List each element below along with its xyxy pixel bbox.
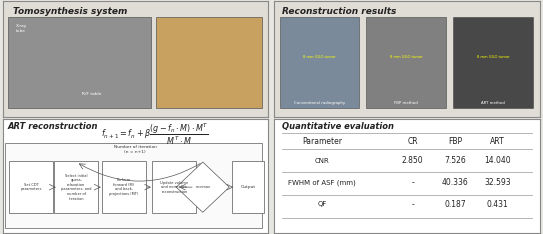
FancyBboxPatch shape bbox=[153, 161, 196, 213]
Text: -: - bbox=[411, 178, 414, 187]
Text: CR: CR bbox=[407, 137, 418, 146]
FancyBboxPatch shape bbox=[453, 17, 533, 108]
FancyBboxPatch shape bbox=[232, 161, 264, 213]
Text: 7.526: 7.526 bbox=[444, 156, 466, 165]
FancyBboxPatch shape bbox=[54, 161, 98, 213]
Text: Update volume
and normalize
reconstruction: Update volume and normalize reconstructi… bbox=[160, 181, 188, 194]
Text: Conventional radiography: Conventional radiography bbox=[294, 101, 345, 105]
FancyBboxPatch shape bbox=[367, 17, 446, 108]
Text: FWHM of ASF (mm): FWHM of ASF (mm) bbox=[288, 179, 356, 186]
Text: Select initial
guess,
relaxation
parameters, and
number of
iteration: Select initial guess, relaxation paramet… bbox=[61, 174, 92, 201]
Text: R/F table: R/F table bbox=[82, 92, 102, 96]
FancyBboxPatch shape bbox=[156, 17, 262, 108]
Text: Set CDT
parameters: Set CDT parameters bbox=[21, 183, 42, 191]
Text: 0.187: 0.187 bbox=[444, 200, 466, 209]
Text: 40.336: 40.336 bbox=[442, 178, 469, 187]
Text: 32.593: 32.593 bbox=[484, 178, 511, 187]
Text: Parameter: Parameter bbox=[302, 137, 342, 146]
Text: ART: ART bbox=[490, 137, 505, 146]
FancyBboxPatch shape bbox=[5, 143, 262, 228]
Text: Tomosynthesis system: Tomosynthesis system bbox=[14, 7, 128, 16]
Text: CNR: CNR bbox=[315, 158, 330, 164]
Text: ART method: ART method bbox=[481, 101, 505, 105]
Text: 8 mm GGO tumor: 8 mm GGO tumor bbox=[303, 55, 336, 59]
Text: Number of iteration
(n = n+1): Number of iteration (n = n+1) bbox=[114, 145, 156, 154]
Text: 0.431: 0.431 bbox=[487, 200, 509, 209]
Text: 14.040: 14.040 bbox=[484, 156, 511, 165]
Text: Output: Output bbox=[240, 185, 255, 189]
Text: X-ray
tube: X-ray tube bbox=[16, 24, 27, 33]
Text: Perform
forward (M)
and back-
projections (MT): Perform forward (M) and back- projection… bbox=[109, 178, 138, 196]
Text: 2.850: 2.850 bbox=[402, 156, 424, 165]
Text: ART reconstruction: ART reconstruction bbox=[8, 122, 98, 131]
Text: QF: QF bbox=[318, 201, 327, 207]
FancyBboxPatch shape bbox=[8, 17, 151, 108]
Text: 8 mm GGO tumor: 8 mm GGO tumor bbox=[477, 55, 509, 59]
Text: FBP: FBP bbox=[448, 137, 462, 146]
Text: FBP method: FBP method bbox=[394, 101, 418, 105]
FancyBboxPatch shape bbox=[9, 161, 53, 213]
Text: n=nmax: n=nmax bbox=[195, 185, 210, 189]
Text: 8 mm GGO tumor: 8 mm GGO tumor bbox=[390, 55, 422, 59]
Text: Quantitative evaluation: Quantitative evaluation bbox=[282, 122, 394, 131]
FancyBboxPatch shape bbox=[280, 17, 359, 108]
Text: Reconstruction results: Reconstruction results bbox=[282, 7, 396, 16]
Polygon shape bbox=[176, 162, 229, 212]
Text: $f_{n+1} = f_n + \beta \dfrac{(g - f_n \cdot M) \cdot M^T}{M^T \cdot M}$: $f_{n+1} = f_n + \beta \dfrac{(g - f_n \… bbox=[101, 122, 209, 147]
FancyBboxPatch shape bbox=[102, 161, 146, 213]
Text: -: - bbox=[411, 200, 414, 209]
